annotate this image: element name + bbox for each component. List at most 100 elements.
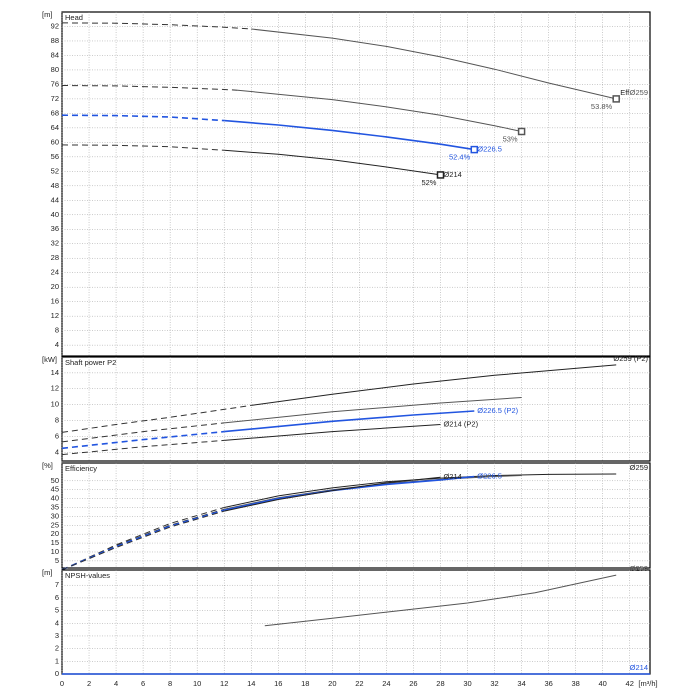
y-tick-label: 56 bbox=[51, 152, 59, 161]
y-axis-unit: [m] bbox=[42, 568, 52, 577]
x-tick-label: 36 bbox=[544, 679, 552, 688]
efficiency-note: 53.8% bbox=[591, 102, 613, 111]
curve bbox=[224, 149, 441, 176]
curve bbox=[61, 422, 225, 443]
curve-label: Ø259 (P2) bbox=[613, 354, 648, 363]
y-tick-label: 8 bbox=[55, 326, 59, 335]
curve bbox=[224, 475, 475, 511]
y-tick-label: 84 bbox=[51, 50, 59, 59]
curve bbox=[224, 119, 475, 151]
x-tick-label: 22 bbox=[355, 679, 363, 688]
y-tick-label: 32 bbox=[51, 239, 59, 248]
x-tick-label: 2 bbox=[87, 679, 91, 688]
y-tick-label: 88 bbox=[51, 36, 59, 45]
x-axis-label: [m³/h] bbox=[638, 679, 657, 688]
y-axis-unit: [kW] bbox=[42, 355, 57, 364]
x-tick-label: 42 bbox=[626, 679, 634, 688]
x-tick-label: 26 bbox=[409, 679, 417, 688]
x-tick-label: 34 bbox=[517, 679, 525, 688]
y-tick-label: 92 bbox=[51, 21, 59, 30]
y-tick-label: 50 bbox=[51, 476, 59, 485]
y-tick-label: 6 bbox=[55, 593, 59, 602]
y-tick-label: 20 bbox=[51, 282, 59, 291]
operating-point bbox=[612, 95, 620, 103]
y-tick-label: 7 bbox=[55, 580, 59, 589]
y-tick-label: 40 bbox=[51, 210, 59, 219]
y-tick-label: 5 bbox=[55, 556, 59, 565]
curve-label: Ø226.5 bbox=[477, 472, 502, 481]
x-tick-label: 32 bbox=[490, 679, 498, 688]
curve bbox=[264, 574, 617, 627]
y-tick-label: 8 bbox=[55, 415, 59, 424]
y-tick-label: 16 bbox=[51, 297, 59, 306]
curve-label: Ø226.5 (P2) bbox=[477, 406, 518, 415]
y-tick-label: 45 bbox=[51, 485, 59, 494]
y-tick-label: 40 bbox=[51, 494, 59, 503]
panel-title: Efficiency bbox=[65, 464, 97, 473]
curve-label: Ø214 bbox=[630, 663, 648, 672]
y-axis-unit: [%] bbox=[42, 461, 53, 470]
y-tick-label: 60 bbox=[51, 137, 59, 146]
curve bbox=[224, 475, 522, 510]
y-tick-label: 2 bbox=[55, 644, 59, 653]
plot-frame bbox=[61, 11, 651, 357]
y-tick-label: 30 bbox=[51, 511, 59, 520]
x-tick-label: 10 bbox=[193, 679, 201, 688]
curve bbox=[251, 28, 617, 100]
x-tick-label: 20 bbox=[328, 679, 336, 688]
y-tick-label: 4 bbox=[55, 340, 59, 349]
y-tick-label: 0 bbox=[55, 669, 59, 678]
curve bbox=[61, 144, 225, 151]
curve bbox=[61, 85, 238, 91]
panel-title: Head bbox=[65, 13, 83, 22]
panel-title: Shaft power P2 bbox=[65, 358, 116, 367]
y-tick-label: 12 bbox=[51, 384, 59, 393]
y-tick-label: 10 bbox=[51, 547, 59, 556]
efficiency-note: 52% bbox=[421, 178, 436, 187]
curve-label: Ø214 bbox=[443, 472, 461, 481]
x-tick-label: 6 bbox=[141, 679, 145, 688]
efficiency-note: 52.4% bbox=[449, 153, 471, 162]
x-tick-label: 14 bbox=[247, 679, 255, 688]
curve-label: Ø226.5 bbox=[477, 145, 502, 154]
x-tick-label: 28 bbox=[436, 679, 444, 688]
y-tick-label: 20 bbox=[51, 529, 59, 538]
curve-label: Ø214 (P2) bbox=[443, 419, 478, 428]
curve bbox=[61, 430, 225, 450]
curve bbox=[224, 476, 441, 512]
y-tick-label: 4 bbox=[55, 618, 59, 627]
operating-point bbox=[470, 145, 479, 154]
y-tick-label: 1 bbox=[55, 656, 59, 665]
y-tick-label: 10 bbox=[51, 400, 59, 409]
curve-label: Ø259 bbox=[630, 564, 648, 573]
y-tick-label: 24 bbox=[51, 268, 59, 277]
plot-frame bbox=[61, 569, 651, 675]
y-tick-label: 72 bbox=[51, 94, 59, 103]
curve-label: Ø259 bbox=[630, 463, 648, 472]
x-tick-label: 8 bbox=[168, 679, 172, 688]
y-tick-label: 76 bbox=[51, 79, 59, 88]
efficiency-note: 53% bbox=[503, 134, 518, 143]
curve-label: Ø259 bbox=[630, 88, 648, 97]
curve bbox=[224, 397, 522, 424]
y-tick-label: 48 bbox=[51, 181, 59, 190]
curve bbox=[224, 424, 441, 441]
y-tick-label: 36 bbox=[51, 224, 59, 233]
curve bbox=[61, 404, 252, 433]
y-tick-label: 15 bbox=[51, 538, 59, 547]
curve bbox=[61, 439, 225, 456]
x-tick-label: 30 bbox=[463, 679, 471, 688]
y-tick-label: 80 bbox=[51, 65, 59, 74]
x-tick-label: 16 bbox=[274, 679, 282, 688]
y-tick-label: 44 bbox=[51, 195, 59, 204]
y-tick-label: 52 bbox=[51, 166, 59, 175]
curve bbox=[61, 114, 225, 122]
x-tick-label: 4 bbox=[114, 679, 118, 688]
y-tick-label: 28 bbox=[51, 253, 59, 262]
curve bbox=[237, 89, 522, 132]
operating-point bbox=[436, 171, 445, 179]
curve bbox=[61, 510, 225, 571]
y-tick-label: 3 bbox=[55, 631, 59, 640]
marker-label: Eff bbox=[620, 88, 630, 97]
